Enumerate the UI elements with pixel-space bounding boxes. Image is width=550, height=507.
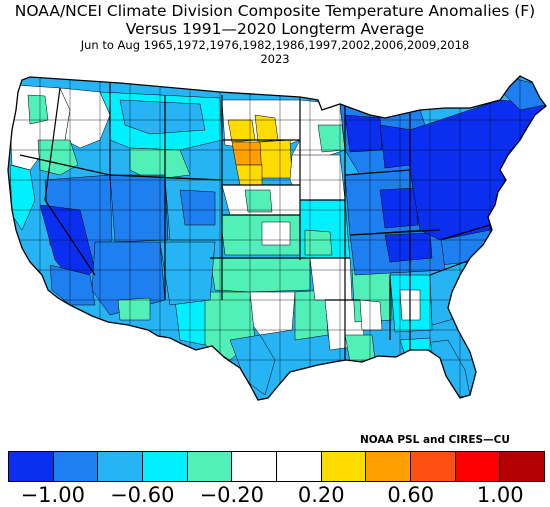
colorbar-swatch-9 [411, 452, 456, 481]
title-line-1: NOAA/NCEI Climate Division Composite Tem… [14, 2, 536, 20]
title-line-3: Jun to Aug 1965,1972,1976,1982,1986,1997… [80, 38, 470, 52]
colorbar-swatch-7 [321, 452, 367, 481]
colorbar-swatch-8 [366, 452, 412, 481]
region-sd-warm [259, 139, 293, 179]
region-indiana-cold-strong [379, 187, 419, 229]
region-mississippi-neutral [359, 299, 383, 331]
region-kentucky-cold-strong [384, 232, 433, 263]
us-outline [7, 75, 547, 401]
region-kansas-neutral [261, 221, 291, 246]
region-nd-warm [227, 119, 256, 143]
region-oklahoma-mint [209, 257, 311, 293]
colorbar-swatch-3 [143, 452, 188, 481]
colorbar-label-2: −0.20 [199, 483, 264, 507]
colorbar-swatch-6 [277, 452, 322, 481]
region-arkansas-neutral [309, 257, 353, 301]
colorbar-swatch-11 [500, 452, 545, 481]
region-new-mexico-cool [159, 241, 216, 306]
division-boundaries [8, 76, 546, 400]
region-washington-mint [27, 94, 49, 125]
colorbar-swatch-10 [455, 452, 501, 481]
colorbar [8, 451, 545, 482]
region-arizona-south-mint [117, 297, 151, 321]
climate-anomaly-map [7, 75, 547, 401]
title-line-2: Versus 1991—2020 Longterm Average [125, 20, 425, 38]
region-southern-california-cold [49, 264, 96, 306]
region-louisiana-coast-mint [344, 334, 376, 363]
colorbar-label-4: 0.60 [387, 483, 435, 507]
colorbar-swatch-5 [232, 452, 278, 481]
colorbar-swatch-2 [98, 452, 144, 481]
colorbar-swatch-0 [9, 452, 54, 481]
region-montana-cool [119, 99, 206, 135]
region-nebraska-mint [244, 189, 273, 213]
region-sd-hot [231, 141, 263, 166]
colorbar-swatch-1 [53, 452, 99, 481]
colorbar-label-3: 0.20 [297, 483, 345, 507]
region-utah-cold [109, 174, 169, 243]
colorbar-label-1: −0.60 [110, 483, 175, 507]
state-boundaries [19, 80, 491, 360]
colorbar-label-0: −1.00 [20, 483, 85, 507]
region-michigan-cold-strong [379, 124, 413, 169]
region-sd-warm-2 [235, 164, 263, 186]
region-nd-warm-2 [254, 114, 279, 143]
region-missouri-mint [304, 229, 333, 256]
credit-text: NOAA PSL and CIRES—CU [360, 434, 510, 446]
region-mn-mint [317, 124, 346, 153]
colorbar-swatch-4 [187, 452, 233, 481]
title-line-4: 2023 [260, 52, 290, 66]
region-colorado-cold [179, 189, 216, 226]
colorbar-label-5: 1.00 [476, 483, 524, 507]
region-wisconsin-cold-strong [344, 114, 383, 153]
